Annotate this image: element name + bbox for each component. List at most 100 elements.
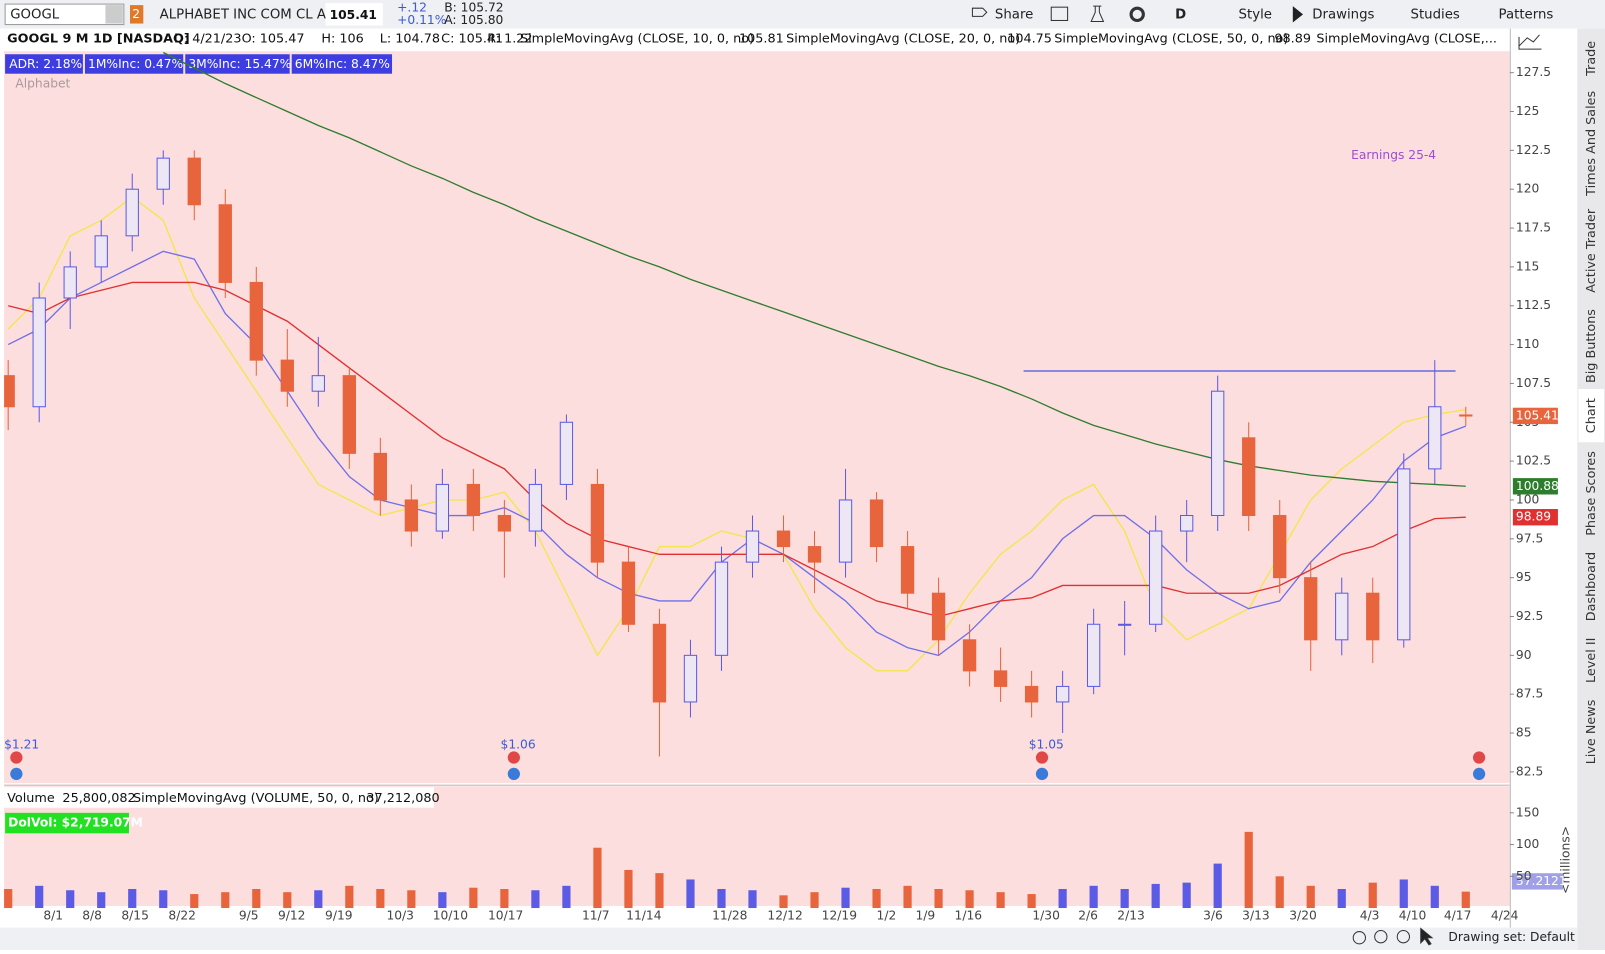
share-button[interactable]: Share xyxy=(995,7,1033,22)
candle-body xyxy=(466,483,481,517)
y-tick-label: 117.5 xyxy=(1516,221,1551,235)
watermark: Alphabet xyxy=(15,76,70,90)
x-tick-label: 1/16 xyxy=(955,909,983,923)
style-button[interactable]: Style xyxy=(1239,7,1272,22)
period-button[interactable]: D xyxy=(1175,7,1186,22)
candle-body xyxy=(745,530,760,563)
link-badge[interactable] xyxy=(129,5,144,24)
study-value: 104.75 xyxy=(1007,31,1052,46)
side-tab[interactable]: Dashboard xyxy=(1584,552,1599,621)
volume-bar xyxy=(872,888,881,909)
price-tag xyxy=(1512,407,1558,425)
badge xyxy=(291,54,393,74)
volume-last: 25,800,082 xyxy=(62,791,135,806)
volume-bar xyxy=(283,892,292,909)
x-tick-label: 11/7 xyxy=(582,909,610,923)
volume-bar xyxy=(686,879,695,909)
candle-body xyxy=(931,592,946,641)
candle-body xyxy=(249,281,263,361)
y-tick-label: 87.5 xyxy=(1516,687,1543,701)
y-tick-label: 92.5 xyxy=(1516,609,1543,623)
volume-bar xyxy=(717,888,726,909)
volume-bar xyxy=(1058,888,1067,909)
candle-body xyxy=(1180,514,1194,532)
side-tab[interactable]: Chart xyxy=(1584,398,1599,433)
volume-bar xyxy=(97,892,106,909)
candle-body xyxy=(1459,414,1473,417)
volume-bar xyxy=(965,890,974,909)
side-tab[interactable]: Active Trader xyxy=(1584,208,1599,293)
candle-body xyxy=(1428,406,1442,470)
volume-study-value: 37,212,080 xyxy=(366,791,439,806)
low: L: 104.78 xyxy=(380,31,440,46)
volume-bar xyxy=(624,869,633,909)
last-price: 105.41 xyxy=(330,8,377,22)
y-tick-label: 125 xyxy=(1516,104,1539,118)
patterns-button[interactable]: Patterns xyxy=(1499,7,1554,22)
side-tab[interactable]: Phase Scores xyxy=(1584,451,1599,536)
volume-bar xyxy=(1244,831,1253,909)
study-value: 98.89 xyxy=(1274,31,1311,46)
study-legend: SimpleMovingAvg (CLOSE,... xyxy=(1316,31,1497,46)
zoom-controls[interactable] xyxy=(1352,927,1434,946)
y-tick-label: 112.5 xyxy=(1516,298,1551,312)
drawings-button[interactable]: Drawings xyxy=(1312,7,1374,22)
side-tab[interactable]: Level II xyxy=(1584,638,1599,683)
dropdown[interactable] xyxy=(105,5,123,24)
candle-body xyxy=(590,483,605,563)
change-pct: +0.11% xyxy=(397,13,446,27)
volume-bar xyxy=(779,895,788,909)
snapshot-icon[interactable] xyxy=(1050,6,1069,21)
x-tick-label: 11/14 xyxy=(626,909,662,923)
symbol[interactable]: GOOGL xyxy=(10,7,60,22)
y-tick-label: 50 xyxy=(1516,869,1532,883)
candle-body xyxy=(125,188,139,237)
candle-body xyxy=(1086,623,1101,687)
y-tick-label: 82.5 xyxy=(1516,764,1543,778)
candle-body xyxy=(1304,577,1318,641)
candle-body xyxy=(1366,592,1380,641)
x-tick-label: 3/6 xyxy=(1203,909,1223,923)
candle-body xyxy=(807,546,822,563)
symbol-box[interactable] xyxy=(4,3,125,26)
x-tick-label: 10/3 xyxy=(386,909,414,923)
volume-bar xyxy=(1306,885,1315,909)
x-tick-label: 3/20 xyxy=(1289,909,1317,923)
volume-bar xyxy=(748,890,757,909)
x-tick-label: 1/9 xyxy=(915,909,935,923)
candle-body xyxy=(94,235,108,268)
volume-bar xyxy=(903,885,912,909)
side-tab[interactable]: Times And Sales xyxy=(1584,90,1599,196)
y-tick-label: 100 xyxy=(1516,492,1539,506)
candle-body xyxy=(187,157,201,206)
volume-bar xyxy=(1275,876,1284,909)
studies-button[interactable]: Studies xyxy=(1411,7,1460,22)
candle-body xyxy=(993,670,1008,687)
side-tab[interactable]: Live News xyxy=(1584,699,1599,764)
drawings-icon[interactable] xyxy=(1292,6,1304,23)
candle-body xyxy=(218,204,232,283)
side-tab[interactable]: Big Buttons xyxy=(1584,309,1599,383)
share-icon[interactable] xyxy=(971,7,988,17)
side-tab[interactable]: Trade xyxy=(1584,41,1599,77)
study-legend: SimpleMovingAvg (CLOSE, 20, 0, no) xyxy=(786,31,1020,46)
x-tick-label: 8/15 xyxy=(121,909,149,923)
volume-bar xyxy=(4,888,13,909)
volume-bar xyxy=(190,894,199,909)
settings-icon[interactable] xyxy=(1129,6,1145,23)
avg-label: 37.2121 xyxy=(1516,874,1567,888)
drawing-set[interactable]: Drawing set: Default xyxy=(1448,930,1575,944)
price-tag xyxy=(1512,509,1558,526)
candle-body xyxy=(621,561,636,625)
event-icons[interactable] xyxy=(10,751,1486,781)
high: H: 106 xyxy=(321,31,363,46)
x-tick-label: 9/5 xyxy=(239,909,259,923)
y-tick-label: 97.5 xyxy=(1516,531,1543,545)
flask-icon[interactable] xyxy=(1090,5,1105,23)
volume-bar xyxy=(438,892,447,909)
drawing-tool-icon[interactable] xyxy=(1518,34,1542,50)
volume-bar xyxy=(35,885,44,909)
candle-body xyxy=(869,499,884,548)
sidebar xyxy=(1577,28,1605,950)
price-tag-label: 98.89 xyxy=(1516,510,1551,524)
